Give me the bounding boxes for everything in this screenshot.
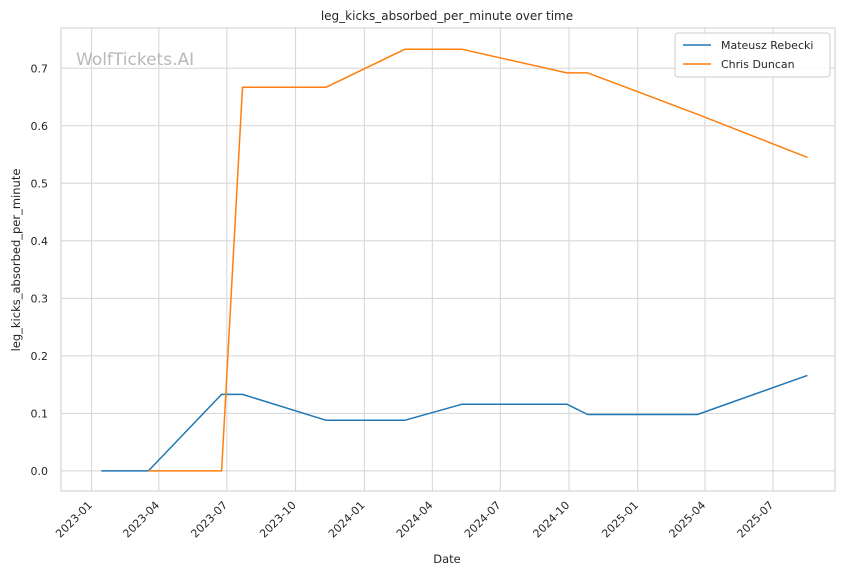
x-tick-label: 2023-07 <box>188 499 230 541</box>
legend-label-mateusz-rebecki: Mateusz Rebecki <box>721 39 813 52</box>
legend-box <box>674 32 831 78</box>
x-tick-label: 2024-04 <box>394 499 436 541</box>
y-tick-label: 0.3 <box>31 292 49 305</box>
x-tick-label: 2024-01 <box>326 499 368 541</box>
watermark-text: WolfTickets.AI <box>76 50 194 70</box>
y-tick-label: 0.7 <box>31 62 49 75</box>
y-tick-label: 0.6 <box>31 120 49 133</box>
x-tick-label: 2025-01 <box>599 499 641 541</box>
x-tick-label: 2025-04 <box>667 499 709 541</box>
x-tick-label: 2025-07 <box>735 499 777 541</box>
series-line-0 <box>101 374 808 472</box>
y-tick-label: 0.1 <box>31 407 49 420</box>
series-layer <box>101 48 808 472</box>
y-tick-label: 0.0 <box>31 465 49 478</box>
series-line-1 <box>148 48 808 472</box>
legend: Mateusz Rebecki Chris Duncan <box>674 32 831 78</box>
plot-area-frame <box>60 27 836 492</box>
x-tick-label: 2023-01 <box>53 499 95 541</box>
x-tick-label: 2023-10 <box>257 499 299 541</box>
y-axis-label: leg_kicks_absorbed_per_minute <box>9 169 23 352</box>
grid-layer <box>61 28 835 491</box>
y-tick-label: 0.4 <box>31 235 49 248</box>
legend-label-chris-duncan: Chris Duncan <box>721 58 795 71</box>
y-tick-labels: 0.0 0.1 0.2 0.3 0.4 0.5 0.6 0.7 <box>31 62 49 478</box>
x-axis-label: Date <box>433 552 461 566</box>
x-tick-labels: 2023-01 2023-04 2023-07 2023-10 2024-01 2024-… <box>53 499 776 541</box>
y-tick-label: 0.2 <box>31 350 49 363</box>
y-tick-label: 0.5 <box>31 177 49 190</box>
x-tick-label: 2023-04 <box>120 499 162 541</box>
x-tick-label: 2024-07 <box>462 499 504 541</box>
x-tick-label: 2024-10 <box>531 499 573 541</box>
chart-title: leg_kicks_absorbed_per_minute over time <box>321 9 573 23</box>
